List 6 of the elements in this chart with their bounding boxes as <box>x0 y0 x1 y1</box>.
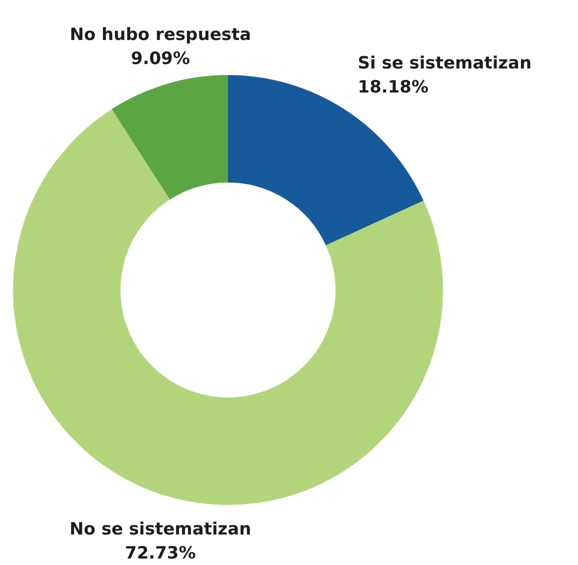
data-label: 18.18% <box>358 78 429 98</box>
data-label: 72.73% <box>124 544 196 564</box>
slice-label: No se sistematizan <box>70 520 252 540</box>
data-label: 9.09% <box>130 49 190 70</box>
slice-label: Si se sistematizan <box>358 54 532 74</box>
slice-label: No hubo respuesta <box>70 25 252 46</box>
